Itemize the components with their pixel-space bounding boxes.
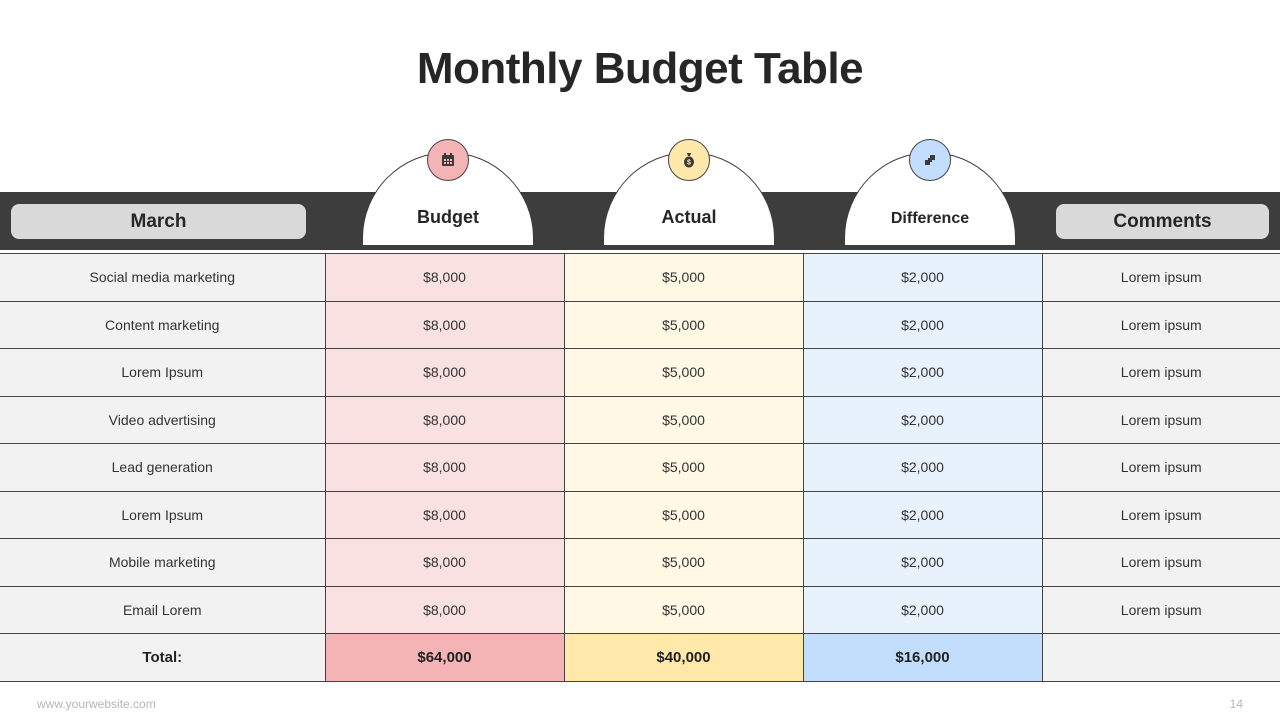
category-cell: Video advertising bbox=[0, 395, 326, 444]
comment-cell: Lorem ipsum bbox=[1042, 490, 1280, 539]
table-row: Lead generation $8,000 $5,000 $2,000 Lor… bbox=[0, 443, 1280, 492]
category-cell: Lorem Ipsum bbox=[0, 490, 326, 539]
budget-cell: $8,000 bbox=[325, 253, 565, 302]
table-row: Social media marketing $8,000 $5,000 $2,… bbox=[0, 253, 1280, 302]
comment-cell: Lorem ipsum bbox=[1042, 443, 1280, 492]
table-row: Lorem Ipsum $8,000 $5,000 $2,000 Lorem i… bbox=[0, 348, 1280, 397]
table-row: Mobile marketing $8,000 $5,000 $2,000 Lo… bbox=[0, 538, 1280, 587]
budget-cell: $8,000 bbox=[325, 395, 565, 444]
money-bag-icon: $ bbox=[668, 139, 710, 181]
category-cell: Lead generation bbox=[0, 443, 326, 492]
table-row: Email Lorem $8,000 $5,000 $2,000 Lorem i… bbox=[0, 585, 1280, 634]
difference-cell: $2,000 bbox=[803, 490, 1043, 539]
comment-cell: Lorem ipsum bbox=[1042, 300, 1280, 349]
month-header: March bbox=[11, 204, 306, 239]
difference-cell: $2,000 bbox=[803, 538, 1043, 587]
actual-header-label: Actual bbox=[661, 207, 717, 227]
difference-cell: $2,000 bbox=[803, 443, 1043, 492]
calendar-icon bbox=[427, 139, 469, 181]
table-row: Video advertising $8,000 $5,000 $2,000 L… bbox=[0, 395, 1280, 444]
actual-cell: $5,000 bbox=[564, 538, 804, 587]
actual-cell: $5,000 bbox=[564, 300, 804, 349]
budget-cell: $8,000 bbox=[325, 538, 565, 587]
category-cell: Social media marketing bbox=[0, 253, 326, 302]
table-row: Content marketing $8,000 $5,000 $2,000 L… bbox=[0, 300, 1280, 349]
budget-header-label: Budget bbox=[417, 207, 479, 227]
page-title: Monthly Budget Table bbox=[416, 44, 864, 93]
svg-text:$: $ bbox=[687, 160, 691, 167]
category-cell: Lorem Ipsum bbox=[0, 348, 326, 397]
difference-cell: $2,000 bbox=[803, 300, 1043, 349]
difference-cell: $2,000 bbox=[803, 585, 1043, 634]
total-budget: $64,000 bbox=[325, 633, 565, 682]
budget-cell: $8,000 bbox=[325, 585, 565, 634]
total-label: Total: bbox=[0, 633, 326, 682]
budget-table: Social media marketing $8,000 $5,000 $2,… bbox=[0, 253, 1280, 682]
total-comment bbox=[1042, 633, 1280, 682]
category-cell: Mobile marketing bbox=[0, 538, 326, 587]
total-actual: $40,000 bbox=[564, 633, 804, 682]
total-difference: $16,000 bbox=[803, 633, 1043, 682]
actual-cell: $5,000 bbox=[564, 253, 804, 302]
difference-cell: $2,000 bbox=[803, 253, 1043, 302]
comment-cell: Lorem ipsum bbox=[1042, 253, 1280, 302]
budget-cell: $8,000 bbox=[325, 348, 565, 397]
category-cell: Content marketing bbox=[0, 300, 326, 349]
difference-cell: $2,000 bbox=[803, 395, 1043, 444]
budget-cell: $8,000 bbox=[325, 490, 565, 539]
comment-cell: Lorem ipsum bbox=[1042, 585, 1280, 634]
page-number: 14 bbox=[1229, 697, 1243, 711]
comment-cell: Lorem ipsum bbox=[1042, 348, 1280, 397]
budget-cell: $8,000 bbox=[325, 443, 565, 492]
comment-cell: Lorem ipsum bbox=[1042, 395, 1280, 444]
footer-website: www.yourwebsite.com bbox=[37, 697, 156, 711]
total-row: Total: $64,000 $40,000 $16,000 bbox=[0, 633, 1280, 682]
comments-header: Comments bbox=[1056, 204, 1269, 239]
blocks-icon bbox=[909, 139, 951, 181]
difference-header-label: Difference bbox=[890, 210, 970, 227]
table-row: Lorem Ipsum $8,000 $5,000 $2,000 Lorem i… bbox=[0, 490, 1280, 539]
category-cell: Email Lorem bbox=[0, 585, 326, 634]
actual-cell: $5,000 bbox=[564, 395, 804, 444]
actual-cell: $5,000 bbox=[564, 490, 804, 539]
actual-cell: $5,000 bbox=[564, 443, 804, 492]
difference-cell: $2,000 bbox=[803, 348, 1043, 397]
actual-cell: $5,000 bbox=[564, 585, 804, 634]
actual-cell: $5,000 bbox=[564, 348, 804, 397]
comment-cell: Lorem ipsum bbox=[1042, 538, 1280, 587]
budget-cell: $8,000 bbox=[325, 300, 565, 349]
